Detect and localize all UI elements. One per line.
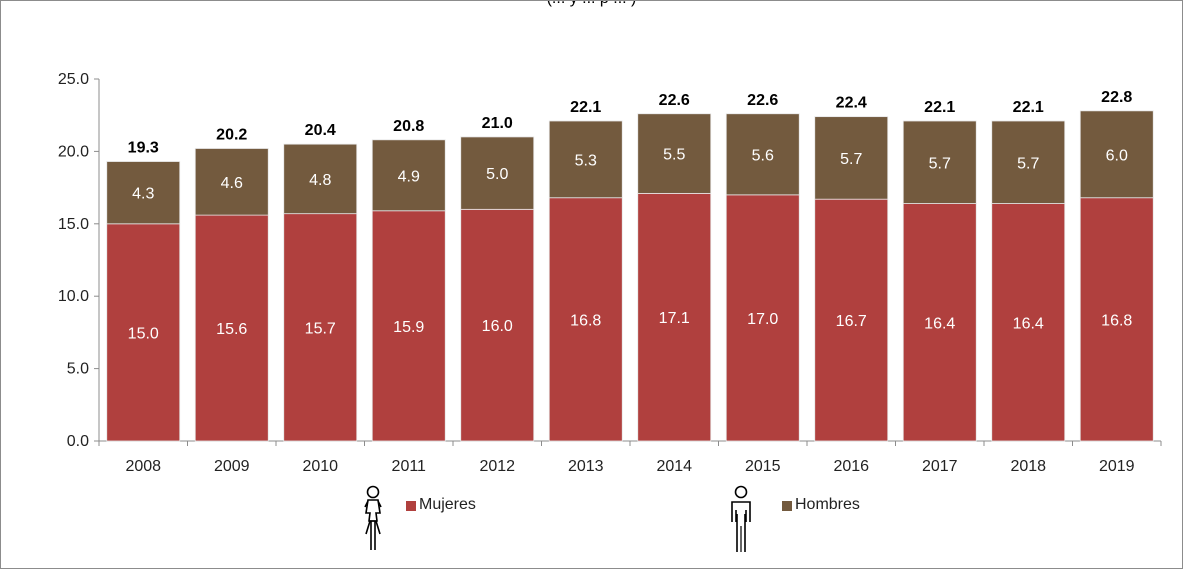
data-label-hombres-2014: 5.5: [663, 147, 685, 164]
legend-label-hombres: Hombres: [795, 496, 860, 513]
bar-hombres-2010: [283, 143, 358, 215]
x-tick-label-2014: 2014: [656, 458, 692, 475]
total-label-2014: 22.6: [659, 92, 690, 109]
total-label-2009: 20.2: [216, 127, 247, 144]
data-label-hombres-2016: 5.7: [840, 151, 862, 168]
data-label-mujeres-2016: 16.7: [836, 313, 867, 330]
data-label-mujeres-2014: 17.1: [659, 310, 690, 327]
total-label-2011: 20.8: [393, 118, 424, 135]
data-label-mujeres-2015: 17.0: [747, 311, 778, 328]
data-label-mujeres-2008: 15.0: [128, 325, 159, 342]
total-label-2013: 22.1: [570, 99, 601, 116]
bar-mujeres-2016: [814, 198, 889, 442]
legend-mujeres: Mujeres: [356, 484, 516, 554]
x-tick-label-2011: 2011: [392, 458, 427, 475]
bar-mujeres-2011: [371, 210, 446, 442]
data-label-hombres-2011: 4.9: [398, 168, 420, 185]
bar-hombres-2015: [725, 113, 800, 196]
total-label-2015: 22.6: [747, 92, 778, 109]
bar-mujeres-2015: [725, 194, 800, 442]
y-tick-label: 25.0: [58, 71, 89, 88]
data-label-mujeres-2018: 16.4: [1013, 315, 1044, 332]
bar-hombres-2016: [814, 116, 889, 200]
data-label-hombres-2019: 6.0: [1106, 147, 1128, 164]
data-label-mujeres-2011: 15.9: [393, 319, 424, 336]
bar-hombres-2012: [460, 136, 535, 210]
y-tick-label: 5.0: [67, 361, 89, 378]
x-tick-label-2015: 2015: [745, 458, 781, 475]
bar-hombres-2013: [548, 120, 623, 199]
data-label-hombres-2008: 4.3: [132, 186, 154, 203]
y-tick-label: 10.0: [58, 288, 89, 305]
x-tick-label-2019: 2019: [1099, 458, 1135, 475]
x-tick-label-2012: 2012: [479, 458, 515, 475]
data-label-hombres-2012: 5.0: [486, 166, 508, 183]
bar-mujeres-2018: [991, 203, 1066, 442]
bar-hombres-2014: [637, 113, 712, 194]
woman-icon: [364, 485, 382, 550]
data-label-hombres-2013: 5.3: [575, 152, 597, 169]
bar-mujeres-2019: [1079, 197, 1154, 442]
bar-hombres-2011: [371, 139, 446, 212]
x-tick-label-2016: 2016: [833, 458, 869, 475]
total-label-2017: 22.1: [924, 99, 955, 116]
bar-hombres-2019: [1079, 110, 1154, 199]
legend-hombres: Hombres: [724, 484, 894, 554]
data-label-mujeres-2010: 15.7: [305, 320, 336, 337]
total-label-2018: 22.1: [1013, 99, 1044, 116]
bar-mujeres-2008: [106, 223, 181, 442]
x-tick-label-2017: 2017: [922, 458, 958, 475]
bar-hombres-2017: [902, 120, 977, 204]
bar-mujeres-2013: [548, 197, 623, 442]
total-label-2008: 19.3: [128, 140, 159, 157]
data-label-hombres-2010: 4.8: [309, 172, 331, 189]
bar-hombres-2009: [194, 148, 269, 216]
data-label-hombres-2015: 5.6: [752, 147, 774, 164]
data-label-mujeres-2017: 16.4: [924, 315, 955, 332]
bar-mujeres-2010: [283, 213, 358, 442]
legend-swatch-hombres: [782, 501, 792, 511]
data-label-mujeres-2009: 15.6: [216, 321, 247, 338]
data-label-hombres-2009: 4.6: [221, 175, 243, 192]
x-tick-label-2018: 2018: [1010, 458, 1046, 475]
man-icon: [731, 485, 751, 552]
data-label-mujeres-2013: 16.8: [570, 312, 601, 329]
total-label-2016: 22.4: [836, 95, 867, 112]
chart-title: (... y ... p ... ): [1, 1, 1182, 10]
legend-label-mujeres: Mujeres: [419, 496, 476, 513]
bar-mujeres-2009: [194, 214, 269, 442]
total-label-2012: 21.0: [482, 115, 513, 132]
bar-hombres-2018: [991, 120, 1066, 204]
data-label-hombres-2017: 5.7: [929, 155, 951, 172]
total-label-2010: 20.4: [305, 122, 336, 139]
data-label-mujeres-2019: 16.8: [1101, 312, 1132, 329]
bar-mujeres-2014: [637, 192, 712, 442]
data-label-mujeres-2012: 16.0: [482, 318, 513, 335]
x-tick-label-2008: 2008: [125, 458, 161, 475]
y-tick-label: 20.0: [58, 143, 89, 160]
legend-swatch-mujeres: [406, 501, 416, 511]
bar-mujeres-2012: [460, 208, 535, 442]
x-tick-label-2010: 2010: [302, 458, 338, 475]
data-label-hombres-2018: 5.7: [1017, 155, 1039, 172]
total-label-2019: 22.8: [1101, 89, 1132, 106]
bar-hombres-2008: [106, 161, 181, 225]
x-tick-label-2009: 2009: [214, 458, 250, 475]
x-tick-label-2013: 2013: [568, 458, 604, 475]
y-tick-label: 15.0: [58, 216, 89, 233]
y-tick-label: 0.0: [67, 433, 89, 450]
